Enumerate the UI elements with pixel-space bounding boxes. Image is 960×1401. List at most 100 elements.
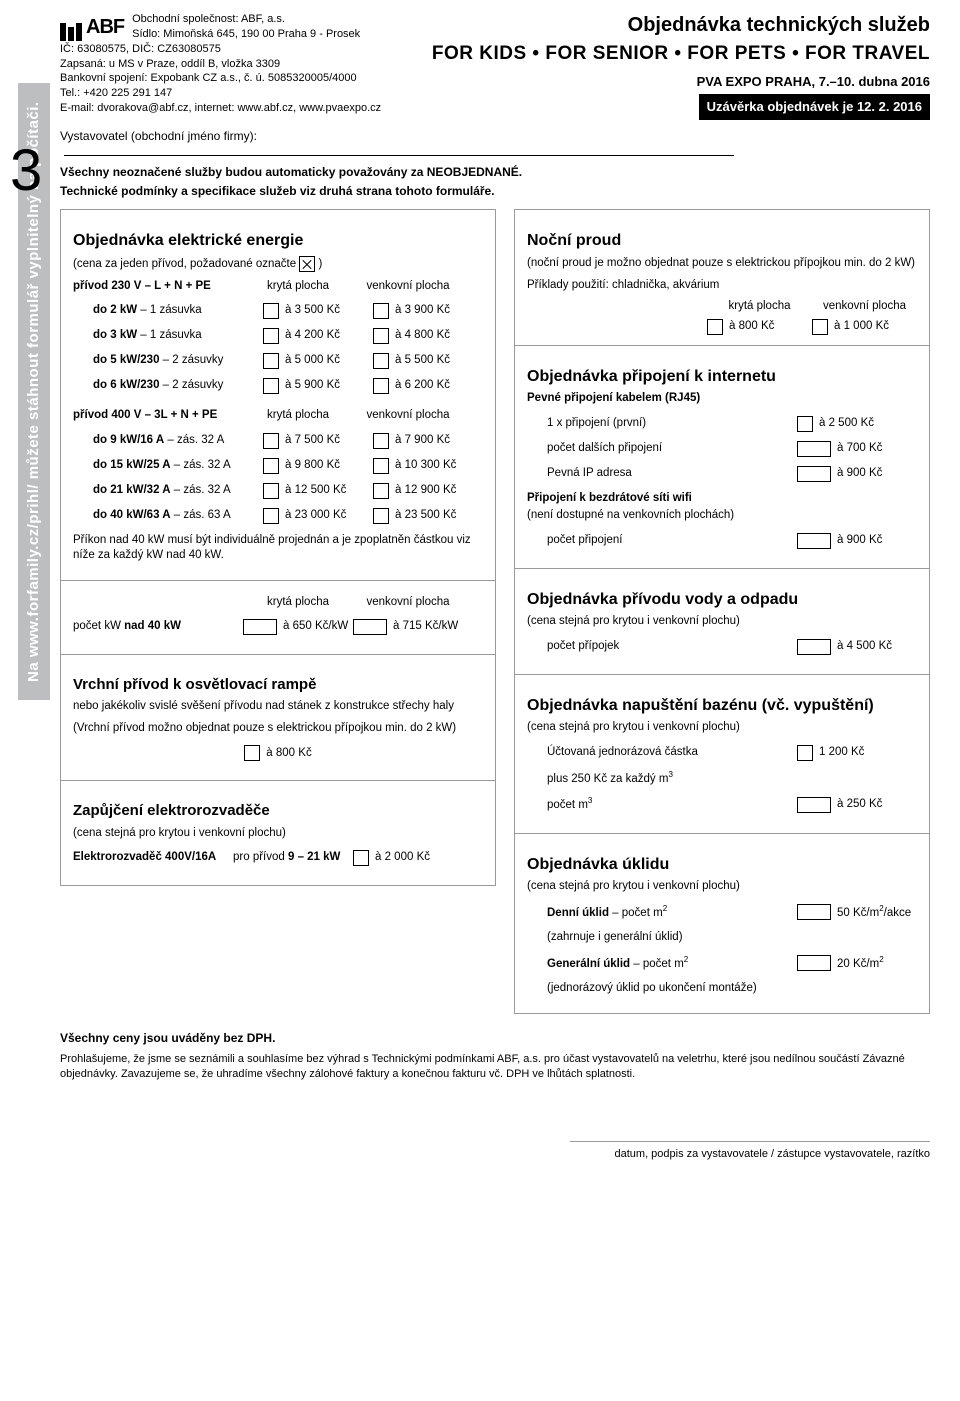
night-sub2: Příklady použití: chladnička, akvárium xyxy=(527,278,917,294)
pool-sub: (cena stejná pro krytou i venkovní ploch… xyxy=(527,720,917,736)
deadline-badge: Uzávěrka objednávek je 12. 2. 2016 xyxy=(699,94,930,120)
electric-title: Objednávka elektrické energie xyxy=(73,230,483,252)
wifi-note: (není dostupné na venkovních plochách) xyxy=(527,508,917,524)
internet-title: Objednávka připojení k internetu xyxy=(527,366,917,388)
signature-caption: datum, podpis za vystavovatele / zástupc… xyxy=(615,1148,931,1160)
ramp-checkbox[interactable] xyxy=(244,745,260,761)
night-sub1: (noční proud je možno objednat pouze s e… xyxy=(527,256,917,272)
clean-daily-input[interactable] xyxy=(797,904,831,920)
switchboard-sub: (cena stejná pro krytou i venkovní ploch… xyxy=(73,826,483,842)
page-root: Na www.forfamily.cz/prihl/ můžete stáhno… xyxy=(0,0,960,1182)
ico-line: IČ: 63080575, DIČ: CZ63080575 xyxy=(60,42,381,57)
elec-400-header: přívod 400 V – 3L + N + PE xyxy=(73,408,243,424)
net-ip-label: Pevná IP adresa xyxy=(547,466,789,482)
wifi-count-input[interactable] xyxy=(797,533,831,549)
left-column: Objednávka elektrické energie (cena za j… xyxy=(60,209,496,1013)
venue-date: PVA EXPO PRAHA, 7.–10. dubna 2016 xyxy=(432,73,930,91)
night-current-block: Noční proud (noční proud je možno objedn… xyxy=(515,210,929,344)
water-count-input[interactable] xyxy=(797,639,831,655)
email-line: E-mail: dvorakova@abf.cz, internet: www.… xyxy=(60,101,381,116)
address-line: Sídlo: Mimoňská 645, 190 00 Praha 9 - Pr… xyxy=(132,27,360,42)
notice-tech-conditions: Technické podmínky a specifikace služeb … xyxy=(60,183,930,199)
elec-5kw-label: do 5 kW/230 – 2 zásuvky xyxy=(93,353,263,369)
example-checkbox-icon xyxy=(299,256,315,272)
elec-21kw-label: do 21 kW/32 A – zás. 32 A xyxy=(93,483,263,499)
pool-title: Objednávka napuštění bazénu (vč. vypuště… xyxy=(527,695,917,717)
abf-logo: ABF xyxy=(60,12,124,41)
exhibitor-input[interactable] xyxy=(64,155,734,156)
clean-daily-label: Denní úklid – počet m2 xyxy=(547,904,789,921)
elec-40kw-out-checkbox[interactable] xyxy=(373,508,389,524)
elec-5kw-in-checkbox[interactable] xyxy=(263,353,279,369)
elec-9kw-out-checkbox[interactable] xyxy=(373,433,389,449)
elec-15kw-in-checkbox[interactable] xyxy=(263,458,279,474)
form-number: 3 xyxy=(10,132,42,210)
right-column: Noční proud (noční proud je možno objedn… xyxy=(514,209,930,1013)
elec-40kw-in-checkbox[interactable] xyxy=(263,508,279,524)
col-header-kryta-3: krytá plocha xyxy=(243,595,353,611)
wifi-label: Připojení k bezdrátové síti wifi xyxy=(527,491,917,507)
night-hdr-kryta: krytá plocha xyxy=(707,299,812,315)
elec-3kw-label: do 3 kW – 1 zásuvka xyxy=(93,328,263,344)
col-header-venkovni-2: venkovní plocha xyxy=(353,408,463,424)
elec-9kw-in-checkbox[interactable] xyxy=(263,433,279,449)
elec-3kw-in-checkbox[interactable] xyxy=(263,328,279,344)
elec-2kw-label: do 2 kW – 1 zásuvka xyxy=(93,303,263,319)
registry-line: Zapsaná: u MS v Praze, oddíl B, vložka 3… xyxy=(60,57,381,72)
elec-over40-count-label: počet kW nad 40 kW xyxy=(73,619,243,635)
clean-general-input[interactable] xyxy=(797,955,831,971)
elec-over40-out-input[interactable] xyxy=(353,619,387,635)
elec-2kw-out-checkbox[interactable] xyxy=(373,303,389,319)
pool-onetime-label: Účtovaná jednorázová částka xyxy=(547,745,789,761)
elec-6kw-in-checkbox[interactable] xyxy=(263,378,279,394)
cleaning-block: Objednávka úklidu (cena stejná pro kryto… xyxy=(515,833,929,1013)
event-subtitle: FOR KIDS • FOR SENIOR • FOR PETS • FOR T… xyxy=(432,41,930,67)
pool-block: Objednávka napuštění bazénu (vč. vypuště… xyxy=(515,674,929,833)
ramp-title: Vrchní přívod k osvětlovací rampě xyxy=(73,675,483,695)
elec-15kw-out-checkbox[interactable] xyxy=(373,458,389,474)
col-header-venkovni-3: venkovní plocha xyxy=(353,595,463,611)
col-header-venkovni: venkovní plocha xyxy=(353,279,463,295)
switchboard-label: Elektrorozvaděč 400V/16A xyxy=(73,850,233,866)
cleaning-title: Objednávka úklidu xyxy=(527,854,917,876)
wifi-count-label: počet připojení xyxy=(547,533,789,549)
water-block: Objednávka přívodu vody a odpadu (cena s… xyxy=(515,568,929,674)
night-out-checkbox[interactable] xyxy=(812,319,828,335)
clean-general-note: (jednorázový úklid po ukončení montáže) xyxy=(527,981,917,997)
net-ip-input[interactable] xyxy=(797,466,831,482)
order-title: Objednávka technických služeb xyxy=(432,12,930,39)
elec-40kw-label: do 40 kW/63 A – zás. 63 A xyxy=(93,508,263,524)
internet-block: Objednávka připojení k internetu Pevné p… xyxy=(515,345,929,568)
signature-line[interactable] xyxy=(570,1141,930,1142)
elec-over40-in-input[interactable] xyxy=(243,619,277,635)
notice-unmarked: Všechny neoznačené služby budou automati… xyxy=(60,164,930,180)
ramp-note2: (Vrchní přívod možno objednat pouze s el… xyxy=(73,721,483,737)
switchboard-title: Zapůjčení elektrorozvaděče xyxy=(73,801,483,821)
elec-5kw-out-checkbox[interactable] xyxy=(373,353,389,369)
net-more-input[interactable] xyxy=(797,441,831,457)
col-header-kryta-2: krytá plocha xyxy=(243,408,353,424)
pool-m3-input[interactable] xyxy=(797,797,831,813)
header-right: Objednávka technických služeb FOR KIDS •… xyxy=(432,12,930,120)
elec-2kw-in-checkbox[interactable] xyxy=(263,303,279,319)
water-sub: (cena stejná pro krytou i venkovní ploch… xyxy=(527,614,917,630)
water-title: Objednávka přívodu vody a odpadu xyxy=(527,589,917,611)
elec-3kw-out-checkbox[interactable] xyxy=(373,328,389,344)
night-in-checkbox[interactable] xyxy=(707,319,723,335)
elec-over40-note: Příkon nad 40 kW musí být individuálně p… xyxy=(73,533,483,564)
exhibitor-label: Vystavovatel (obchodní jméno firmy): xyxy=(60,129,257,143)
pool-onetime-checkbox[interactable] xyxy=(797,745,813,761)
ramp-note1: nebo jakékoliv svislé svěšení přívodu na… xyxy=(73,699,483,715)
page-header: ABF Obchodní společnost: ABF, a.s. Sídlo… xyxy=(60,12,930,120)
elec-21kw-in-checkbox[interactable] xyxy=(263,483,279,499)
net-more-label: počet dalších připojení xyxy=(547,441,789,457)
cleaning-sub: (cena stejná pro krytou i venkovní ploch… xyxy=(527,879,917,895)
elec-21kw-out-checkbox[interactable] xyxy=(373,483,389,499)
clean-general-label: Generální úklid – počet m2 xyxy=(547,955,789,972)
electric-frame: Objednávka elektrické energie (cena za j… xyxy=(60,209,496,886)
internet-sub: Pevné připojení kabelem (RJ45) xyxy=(527,391,917,407)
footer-block: Všechny ceny jsou uváděny bez DPH. Prohl… xyxy=(60,1030,930,1163)
net-first-checkbox[interactable] xyxy=(797,416,813,432)
elec-6kw-out-checkbox[interactable] xyxy=(373,378,389,394)
switchboard-checkbox[interactable] xyxy=(353,850,369,866)
